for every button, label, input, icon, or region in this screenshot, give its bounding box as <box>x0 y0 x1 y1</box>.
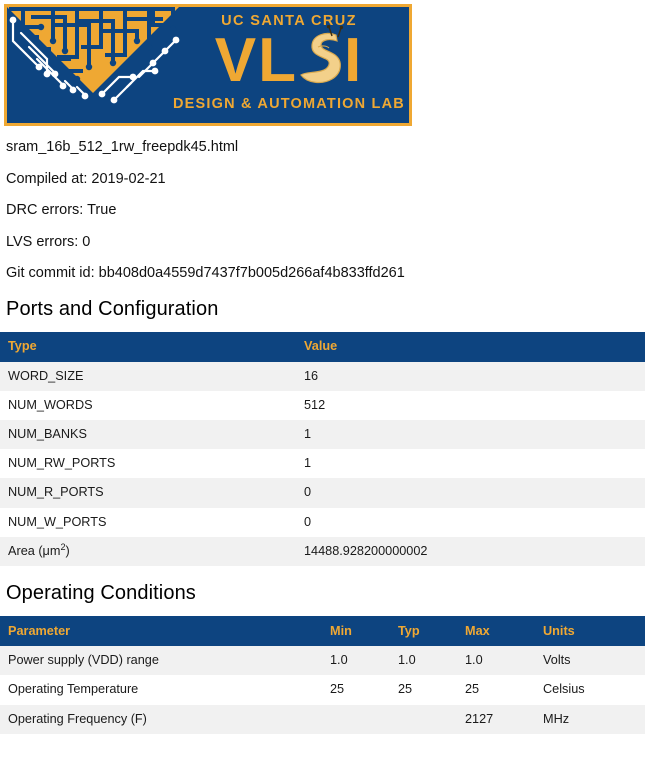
cell-type: NUM_WORDS <box>8 397 93 412</box>
operating-section-title: Operating Conditions <box>6 582 196 605</box>
cell-value: 1 <box>304 426 312 441</box>
table-row: Operating Temperature 25 25 25 Celsius <box>0 675 645 705</box>
cell-parameter: Power supply (VDD) range <box>8 653 159 668</box>
cell-parameter: Operating Frequency (F) <box>8 711 147 726</box>
cell-type: NUM_R_PORTS <box>8 485 104 500</box>
cell-units: MHz <box>543 711 570 726</box>
ucsc-vlsi-logo: UC SANTA CRUZ VL I DESIGN & AUTOMATION L… <box>4 4 412 126</box>
operating-conditions-table: Parameter Min Typ Max Units Power supply… <box>0 616 645 734</box>
lvs-errors: LVS errors: 0 <box>6 233 91 250</box>
cell-min: 1.0 <box>330 653 348 668</box>
compiled-at: Compiled at: 2019-02-21 <box>6 170 166 187</box>
table-row: Power supply (VDD) range 1.0 1.0 1.0 Vol… <box>0 646 645 676</box>
cell-min: 25 <box>330 682 345 697</box>
ports-section-title: Ports and Configuration <box>6 297 219 320</box>
cell-max: 1.0 <box>465 653 483 668</box>
ops-col-units: Units <box>535 616 645 647</box>
report-filename: sram_16b_512_1rw_freepdk45.html <box>6 139 239 155</box>
logo-inner <box>7 7 409 123</box>
ports-configuration-table: Type Value WORD_SIZE 16 NUM_WORDS 512 NU… <box>0 331 645 567</box>
ports-col-value: Value <box>296 331 645 362</box>
cell-value: 512 <box>304 397 326 412</box>
area-label: Area (μm2) <box>8 541 70 558</box>
table-row: NUM_R_PORTS 0 <box>0 478 645 508</box>
operating-header-row: Parameter Min Typ Max Units <box>0 616 645 647</box>
table-row: NUM_RW_PORTS 1 <box>0 449 645 479</box>
cell-min <box>322 705 390 734</box>
cell-parameter: Operating Temperature <box>8 682 139 697</box>
git-commit-id: Git commit id: bb408d0a4559d7437f7b005d2… <box>6 265 405 281</box>
ops-col-min: Min <box>322 616 390 647</box>
cell-typ: 1.0 <box>398 653 416 668</box>
ports-header-row: Type Value <box>0 331 645 362</box>
cell-units: Celsius <box>543 682 585 697</box>
cell-typ <box>390 705 457 734</box>
cell-type-area: Area (μm2) <box>0 537 296 566</box>
report-metadata: sram_16b_512_1rw_freepdk45.html Compiled… <box>6 140 662 281</box>
cell-type: NUM_RW_PORTS <box>8 456 116 471</box>
cell-type: WORD_SIZE <box>8 368 84 383</box>
report-page: UC SANTA CRUZ VL I DESIGN & AUTOMATION L… <box>0 4 662 734</box>
cell-typ: 25 <box>398 682 413 697</box>
ops-col-max: Max <box>457 616 535 647</box>
operating-table-body: Power supply (VDD) range 1.0 1.0 1.0 Vol… <box>0 646 645 734</box>
cell-max: 25 <box>465 682 480 697</box>
cell-value: 0 <box>304 514 312 529</box>
cell-value: 16 <box>304 368 319 383</box>
cell-value: 14488.928200000002 <box>304 543 428 558</box>
drc-errors: DRC errors: True <box>6 202 117 218</box>
ops-col-parameter: Parameter <box>0 616 322 647</box>
cell-value: 1 <box>304 456 312 471</box>
ports-col-type: Type <box>0 331 296 362</box>
table-row: NUM_WORDS 512 <box>0 390 645 420</box>
cell-type: NUM_BANKS <box>8 426 87 441</box>
ops-col-typ: Typ <box>390 616 457 647</box>
table-row: WORD_SIZE 16 <box>0 361 645 391</box>
ports-table-body: WORD_SIZE 16 NUM_WORDS 512 NUM_BANKS 1 N… <box>0 361 645 567</box>
circuit-pattern-graphic <box>7 7 409 123</box>
table-row: NUM_BANKS 1 <box>0 419 645 450</box>
table-row: NUM_W_PORTS 0 <box>0 507 645 537</box>
ports-table-head: Type Value <box>0 331 645 362</box>
cell-type: NUM_W_PORTS <box>8 514 107 529</box>
cell-max: 2127 <box>465 711 494 726</box>
table-row: Area (μm2) 14488.928200000002 <box>0 536 645 567</box>
operating-table-head: Parameter Min Typ Max Units <box>0 616 645 647</box>
cell-units: Volts <box>543 653 571 668</box>
table-row: Operating Frequency (F) 2127 MHz <box>0 704 645 734</box>
cell-value: 0 <box>304 485 312 500</box>
